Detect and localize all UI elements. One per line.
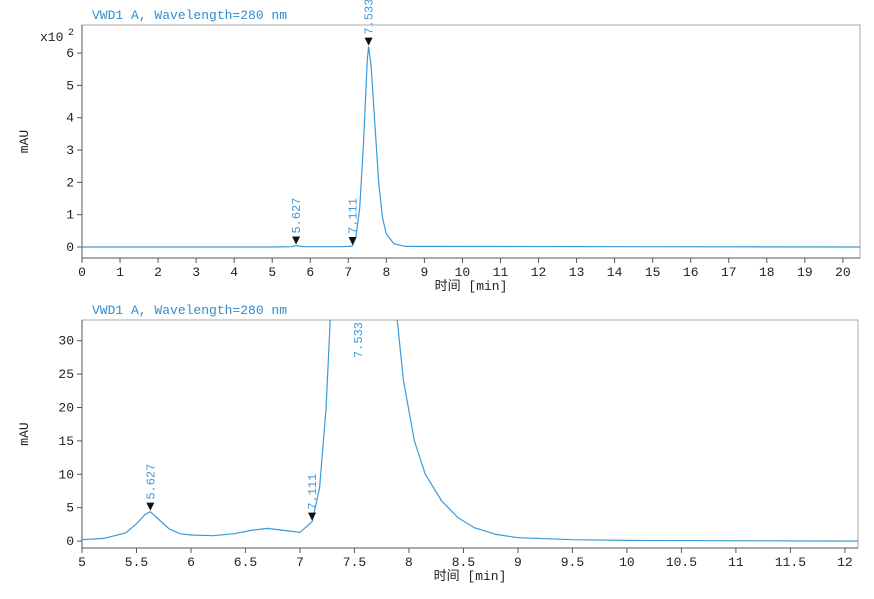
x-tick-label: 4 [230, 265, 238, 280]
x-tick-label: 10 [619, 555, 635, 570]
x-tick-label: 6 [187, 555, 195, 570]
y-tick-label: 5 [66, 501, 74, 516]
x-tick-label: 20 [835, 265, 851, 280]
x-tick-label: 18 [759, 265, 775, 280]
signal-line [82, 46, 860, 248]
x-tick-label: 7.5 [343, 555, 366, 570]
y-tick-label: 5 [66, 78, 74, 93]
x-tick-label: 10.5 [666, 555, 697, 570]
x-tick-label: 15 [645, 265, 661, 280]
y-tick-label: 0 [66, 534, 74, 549]
x-tick-label: 0 [78, 265, 86, 280]
x-tick-label: 11 [728, 555, 744, 570]
y-multiplier: x10 [40, 30, 63, 45]
y-tick-label: 10 [58, 467, 74, 482]
x-tick-label: 5.5 [125, 555, 148, 570]
peak-label: 7.111 [347, 198, 361, 234]
peak-label: 5.627 [144, 464, 158, 500]
x-tick-label: 6 [306, 265, 314, 280]
x-tick-label: 8.5 [452, 555, 475, 570]
y-tick-label: 2 [66, 175, 74, 190]
peak-marker [308, 512, 317, 521]
y-tick-label: 4 [66, 111, 74, 126]
x-tick-label: 2 [154, 265, 162, 280]
x-tick-label: 5 [78, 555, 86, 570]
y-tick-label: 30 [58, 334, 74, 349]
y-tick-label: 1 [66, 208, 74, 223]
x-tick-label: 3 [192, 265, 200, 280]
x-tick-label: 17 [721, 265, 737, 280]
x-tick-label: 1 [116, 265, 124, 280]
plot-area [82, 46, 860, 248]
x-tick-label: 12 [837, 555, 853, 570]
peak-label: 7.111 [306, 474, 320, 510]
x-tick-label: 13 [569, 265, 585, 280]
y-axis-label: mAU [17, 422, 32, 445]
peak-marker [146, 502, 155, 511]
plot-frame [81, 24, 861, 259]
x-tick-label: 12 [531, 265, 547, 280]
y-tick-label: 3 [66, 143, 74, 158]
plot-area [82, 320, 858, 542]
x-tick-label: 9.5 [561, 555, 584, 570]
x-tick-label: 11 [493, 265, 509, 280]
y-tick-label: 6 [66, 46, 74, 61]
x-tick-label: 16 [683, 265, 699, 280]
x-tick-label: 7 [344, 265, 352, 280]
x-tick-label: 11.5 [775, 555, 806, 570]
chart-title: VWD1 A, Wavelength=280 nm [92, 8, 287, 23]
peak-label: 7.533 [352, 322, 366, 358]
x-tick-label: 19 [797, 265, 813, 280]
x-tick-label: 9 [514, 555, 522, 570]
peak-label: 7.533 [363, 0, 377, 35]
x-tick-label: 8 [382, 265, 390, 280]
y-multiplier-exp: 2 [68, 28, 74, 39]
y-tick-label: 25 [58, 367, 74, 382]
x-tick-label: 10 [455, 265, 471, 280]
x-tick-label: 6.5 [234, 555, 257, 570]
y-tick-label: 0 [66, 240, 74, 255]
x-tick-label: 5 [268, 265, 276, 280]
signal-line [82, 320, 858, 542]
y-tick-label: 20 [58, 400, 74, 415]
peak-marker [348, 237, 357, 246]
x-tick-label: 9 [420, 265, 428, 280]
plot-frame [81, 319, 859, 549]
x-axis-label: 时间 [min] [434, 569, 507, 584]
peak-marker [364, 37, 373, 46]
chart-title: VWD1 A, Wavelength=280 nm [92, 303, 287, 318]
x-tick-label: 8 [405, 555, 413, 570]
peak-marker [292, 236, 301, 245]
x-axis-label: 时间 [min] [435, 279, 508, 294]
y-tick-label: 15 [58, 434, 74, 449]
peak-label: 5.627 [290, 198, 304, 234]
x-tick-label: 7 [296, 555, 304, 570]
y-axis-label: mAU [17, 130, 32, 153]
x-tick-label: 14 [607, 265, 623, 280]
